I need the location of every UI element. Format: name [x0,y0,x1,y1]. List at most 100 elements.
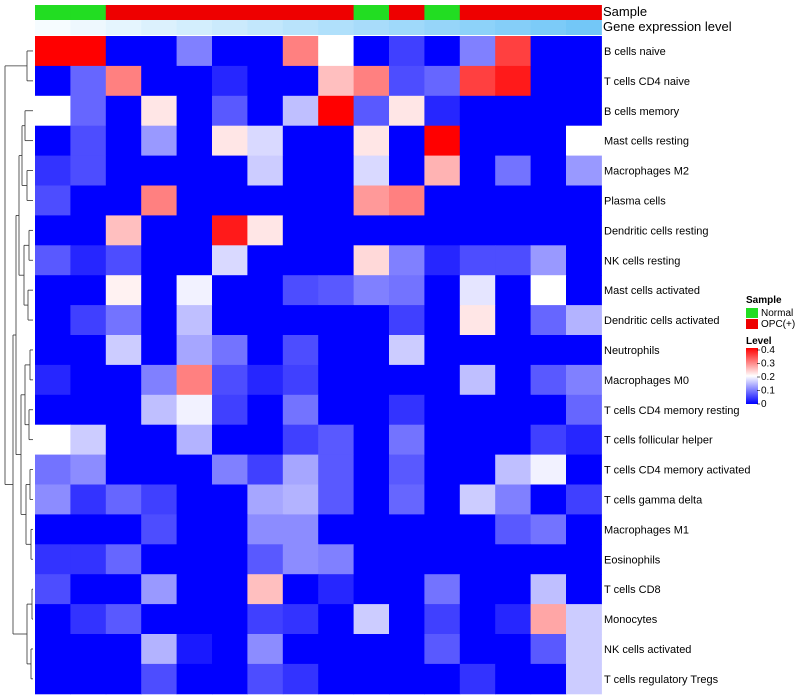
heatmap-cell [212,155,248,186]
heatmap-cell [318,335,355,366]
heatmap-cell [353,305,390,336]
heatmap-cell [424,574,461,605]
heatmap-cell [389,484,425,515]
heatmap-cell [318,36,355,67]
heatmap-cell [141,155,178,186]
heatmap-cell [105,544,142,575]
heatmap-cell [389,215,425,246]
row-label: NK cells activated [604,644,691,656]
gene-level-annotation-cell [495,20,532,35]
heatmap-cell [141,245,178,276]
heatmap-cell [566,305,602,336]
heatmap-cell [176,454,213,485]
heatmap-cell [353,215,390,246]
heatmap-cell [318,305,355,336]
heatmap-cell [282,544,319,575]
row-label: Neutrophils [604,345,660,357]
heatmap-cell [318,155,355,186]
heatmap-cell [282,514,319,545]
heatmap-cell [70,215,107,246]
heatmap-cell [282,305,319,336]
heatmap-cell [424,125,461,157]
heatmap-cell [35,514,71,545]
heatmap-cell [424,663,461,695]
heatmap-cell [35,634,71,665]
heatmap-cell [282,484,319,515]
sample-annotation-cell [247,5,284,20]
heatmap-cell [530,484,567,515]
heatmap-cell [389,544,425,575]
heatmap-cell [141,544,178,575]
heatmap-cell [70,574,107,605]
row-label: T cells CD4 memory resting [604,405,740,417]
heatmap-cell [566,65,602,97]
heatmap-cell [318,424,355,456]
heatmap-cell [495,215,532,246]
heatmap-cell [176,663,213,695]
heatmap-cell [70,305,107,336]
heatmap-cell [70,185,107,216]
heatmap-cell [318,245,355,276]
heatmap-cell [530,245,567,276]
heatmap-cell [247,36,284,67]
heatmap-cell [141,215,178,246]
annotation-bars [35,5,602,35]
heatmap-cell [353,544,390,575]
heatmap-cell [105,65,142,97]
heatmap-cell [141,394,178,426]
legend-level-tick-label: 0.2 [761,372,775,383]
heatmap-cell [389,245,425,276]
heatmap-cell [70,634,107,665]
row-label: Macrophages M1 [604,524,689,536]
heatmap-cell [459,95,496,127]
heatmap-cell [282,185,319,216]
heatmap-cell [247,484,284,515]
gene-level-annotation-cell [353,20,390,35]
heatmap-cell [247,155,284,186]
heatmap-cell [247,95,284,127]
heatmap-cell [530,125,567,157]
gene-level-annotation-cell [35,20,71,35]
heatmap-cell [318,65,355,97]
heatmap-cell [212,394,248,426]
heatmap-cell [353,36,390,67]
row-dendrogram [4,50,33,680]
heatmap-cell [105,245,142,276]
heatmap-cell [35,574,71,605]
heatmap-cell [105,454,142,485]
heatmap-cell [35,663,71,695]
heatmap-cell [35,95,71,127]
heatmap-cell [495,364,532,396]
heatmap-cell [389,65,425,97]
heatmap-cell [353,275,390,306]
heatmap-cell [247,454,284,485]
heatmap-cell [459,155,496,186]
heatmap-cell [176,275,213,306]
gene-level-annotation-cell [530,20,567,35]
row-labels: B cells naive T cells CD4 naive B cells me… [604,46,751,686]
heatmap-cell [566,514,602,545]
heatmap-cell [70,484,107,515]
heatmap-cell [318,574,355,605]
row-label: Macrophages M2 [604,166,689,178]
heatmap-cell [141,454,178,485]
heatmap-cell [247,125,284,157]
heatmap-cell [176,335,213,366]
heatmap-cell [247,574,284,605]
heatmap-cell [105,155,142,186]
heatmap-cell [247,305,284,336]
heatmap-cell [212,574,248,605]
heatmap-cell [566,185,602,216]
heatmap-cells [35,36,602,695]
heatmap-cell [389,275,425,306]
heatmap-cell [176,155,213,186]
heatmap-cell [530,215,567,246]
heatmap-cell [566,335,602,366]
heatmap-cell [389,454,425,485]
heatmap-cell [35,335,71,366]
sample-annotation-cell [566,5,602,20]
heatmap-cell [495,394,532,426]
heatmap-cell [353,125,390,157]
heatmap-cell [141,484,178,515]
